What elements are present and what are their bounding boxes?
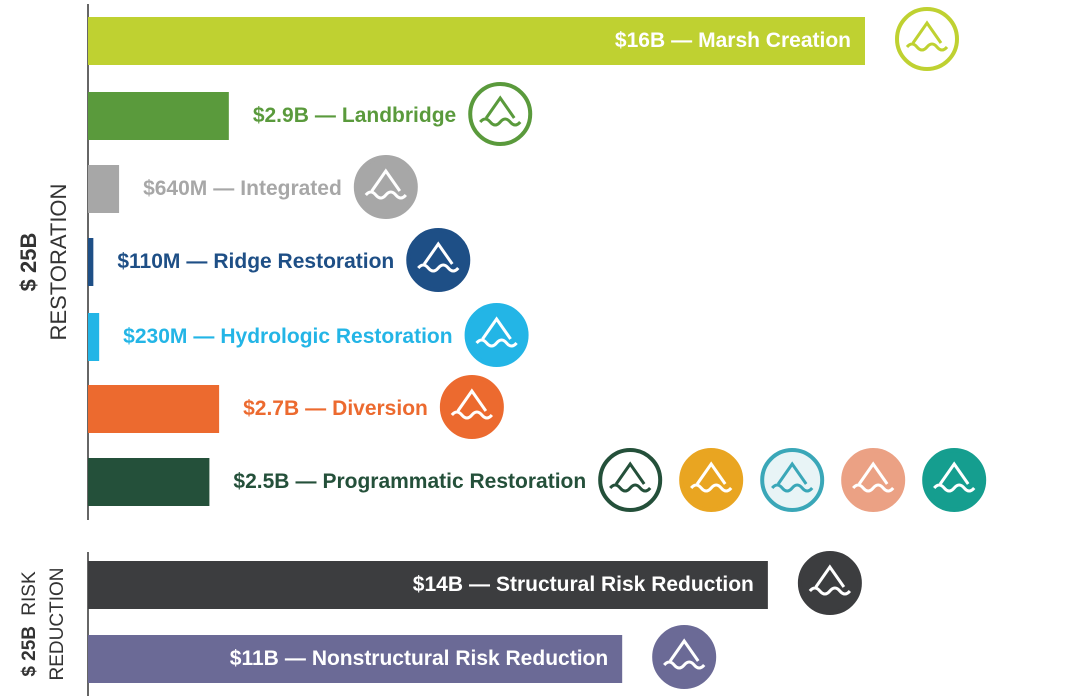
separator: — — [285, 647, 306, 670]
value-label: $11B — [230, 647, 279, 670]
category-label: Diversion — [332, 397, 428, 420]
icon-glyph — [771, 461, 814, 493]
icon-glyph — [663, 638, 706, 670]
bar — [88, 458, 210, 506]
group-total: $ 25B — [19, 626, 40, 677]
bar-label: $2.9B — Landbridge — [253, 104, 456, 127]
icon-circle — [464, 303, 529, 367]
icon — [841, 448, 906, 512]
icon-glyph — [475, 316, 518, 348]
group-name: RESTORATION — [46, 184, 71, 341]
icon-glyph — [690, 461, 733, 493]
category-label: Structural Risk Reduction — [496, 573, 754, 596]
icon-circle — [439, 375, 504, 439]
value-label: $640M — [143, 177, 207, 200]
separator: — — [469, 573, 490, 596]
icon — [679, 448, 744, 512]
value-label: $110M — [117, 250, 180, 273]
bar-label: $2.5B — Programmatic Restoration — [233, 470, 586, 493]
icon — [353, 155, 418, 219]
bar — [88, 92, 229, 140]
bar — [88, 313, 100, 361]
icon-glyph — [364, 168, 407, 200]
icon — [468, 82, 533, 146]
value-label: $2.9B — [253, 104, 309, 127]
category-label: Hydrologic Restoration — [220, 325, 452, 348]
value-label: $230M — [123, 325, 187, 348]
bar-label: $11B — Nonstructural Risk Reduction — [230, 647, 608, 670]
icon-glyph — [808, 564, 852, 596]
bar — [88, 561, 768, 609]
bar — [88, 385, 220, 433]
bar-label: $230M — Hydrologic Restoration — [123, 325, 452, 348]
icon-circle — [895, 7, 959, 71]
icon-circle — [797, 551, 862, 615]
separator: — — [193, 325, 214, 348]
icon — [598, 448, 663, 512]
group-label: $ 25B — [16, 233, 41, 292]
icon-glyph — [450, 388, 494, 420]
separator: — — [186, 250, 207, 273]
group-name: REDUCTION — [47, 568, 68, 681]
bar-label: $110M — Ridge Restoration — [117, 250, 394, 273]
category-label: Programmatic Restoration — [322, 470, 586, 493]
value-label: $2.5B — [233, 470, 289, 493]
value-label: $2.7B — [243, 397, 299, 420]
category-label: Nonstructural Risk Reduction — [312, 647, 608, 670]
icon-glyph — [933, 461, 976, 493]
bar — [88, 238, 94, 286]
icon-circle — [760, 448, 825, 512]
value-label: $14B — [413, 573, 463, 596]
group-label: $ 25B RISK — [19, 571, 40, 677]
icon-circle — [922, 448, 987, 512]
icon-circle — [353, 155, 418, 219]
group-name: RISK — [19, 571, 40, 616]
separator: — — [315, 104, 336, 127]
bar-label: $640M — Integrated — [143, 177, 342, 200]
separator: — — [295, 470, 316, 493]
separator: — — [305, 397, 326, 420]
bar-label: $2.7B — Diversion — [243, 397, 428, 420]
value-label: $16B — [615, 29, 665, 52]
bar-label: $14B — Structural Risk Reduction — [413, 573, 754, 596]
icon-circle — [652, 625, 717, 689]
icon — [464, 303, 529, 367]
icon-glyph — [609, 461, 652, 493]
bar — [88, 635, 623, 683]
icon — [922, 448, 987, 512]
bar — [88, 165, 120, 213]
icon-circle — [468, 82, 533, 146]
icon — [760, 448, 825, 512]
icon-glyph — [417, 241, 460, 273]
icon — [652, 625, 717, 689]
category-label: Ridge Restoration — [213, 250, 394, 273]
bar — [88, 17, 865, 65]
category-label: Integrated — [240, 177, 342, 200]
icon-circle — [406, 228, 471, 292]
icon-glyph — [905, 20, 949, 52]
category-label: Landbridge — [342, 104, 456, 127]
category-label: Marsh Creation — [698, 29, 851, 52]
group-total: $ 25B — [16, 233, 41, 292]
separator: — — [213, 177, 234, 200]
icon-glyph — [479, 95, 522, 127]
icon — [439, 375, 504, 439]
icon — [895, 7, 959, 71]
bar-label: $16B — Marsh Creation — [615, 29, 851, 52]
icon — [406, 228, 471, 292]
icon-glyph — [852, 461, 895, 493]
separator: — — [671, 29, 692, 52]
icon-circle — [841, 448, 906, 512]
icon — [797, 551, 862, 615]
icon-circle — [598, 448, 663, 512]
icon-circle — [679, 448, 744, 512]
